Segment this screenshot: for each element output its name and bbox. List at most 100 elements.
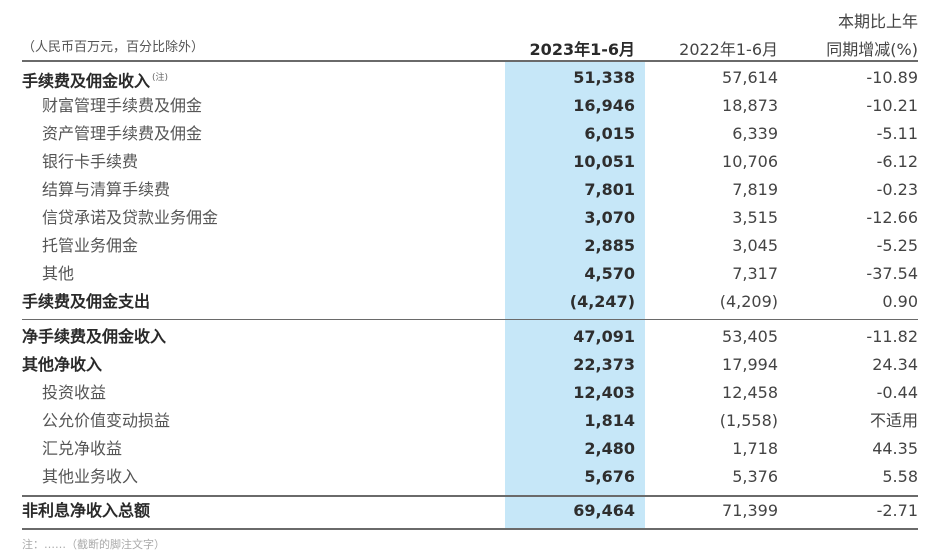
value-2023: 10,051 [573, 152, 635, 171]
total-top-rule [22, 495, 918, 497]
footnote-marker: (注) [152, 73, 169, 83]
table-row: 手续费及佣金支出 (4,247) (4,209) 0.90 [22, 288, 918, 316]
value-2023: 2,480 [584, 439, 635, 458]
row-label: 财富管理手续费及佣金 [42, 92, 202, 120]
change-pct: -11.82 [866, 327, 918, 346]
table-row: 结算与清算手续费 7,801 7,819 -0.23 [22, 176, 918, 204]
header-col3-line2: 同期增减(%) [826, 40, 918, 59]
value-2022: 3,515 [732, 208, 778, 227]
table-row: 其他 4,570 7,317 -37.54 [22, 260, 918, 288]
row-label: 银行卡手续费 [42, 148, 138, 176]
value-2023: 69,464 [573, 501, 635, 520]
value-2022: 10,706 [722, 152, 778, 171]
value-2022: 5,376 [732, 467, 778, 486]
value-2023: 4,570 [584, 264, 635, 283]
value-2023: 1,814 [584, 411, 635, 430]
table-row: 其他业务收入 5,676 5,376 5.58 [22, 463, 918, 491]
row-label-text: 财富管理手续费及佣金 [42, 96, 203, 115]
value-2022: 71,399 [722, 501, 778, 520]
row-label-text: 净手续费及佣金收入 [22, 327, 167, 346]
value-2023: 51,338 [573, 68, 635, 87]
row-label-text: 银行卡手续费 [42, 152, 139, 171]
value-2022: 17,994 [722, 355, 778, 374]
change-pct: -5.11 [876, 124, 918, 143]
row-label-text: 手续费及佣金支出 [22, 292, 151, 311]
row-label: 其他业务收入 [42, 463, 138, 491]
change-pct: -2.71 [876, 501, 918, 520]
value-2023: 2,885 [584, 236, 635, 255]
value-2023: 6,015 [584, 124, 635, 143]
row-label-text: 托管业务佣金 [42, 236, 139, 255]
value-2022: 18,873 [722, 96, 778, 115]
row-label-text: 公允价值变动损益 [42, 411, 171, 430]
table-row: 财富管理手续费及佣金 16,946 18,873 -10.21 [22, 92, 918, 120]
value-2023: 5,676 [584, 467, 635, 486]
value-2022: 57,614 [722, 68, 778, 87]
table-row: 投资收益 12,403 12,458 -0.44 [22, 379, 918, 407]
value-2023: 7,801 [584, 180, 635, 199]
row-label-text: 手续费及佣金收入 [22, 71, 151, 91]
value-2022: (1,558) [719, 411, 778, 430]
change-pct: -10.21 [866, 96, 918, 115]
row-label-text: 信贷承诺及贷款业务佣金 [42, 208, 219, 227]
table-row: 非利息净收入总额 69,464 71,399 -2.71 [22, 497, 918, 525]
header-col2: 2022年1-6月 [679, 40, 778, 59]
table-row: 净手续费及佣金收入 47,091 53,405 -11.82 [22, 323, 918, 351]
row-label: 手续费及佣金支出 [22, 288, 150, 316]
row-label-text: 非利息净收入总额 [22, 501, 151, 520]
change-pct: 44.35 [872, 439, 918, 458]
table-row: 手续费及佣金收入 (注) 51,338 57,614 -10.89 [22, 64, 918, 92]
value-2022: 6,339 [732, 124, 778, 143]
row-label: 手续费及佣金收入 (注) [22, 64, 168, 92]
change-pct: 0.90 [882, 292, 918, 311]
table-row: 信贷承诺及贷款业务佣金 3,070 3,515 -12.66 [22, 204, 918, 232]
table-row: 其他净收入 22,373 17,994 24.34 [22, 351, 918, 379]
row-label: 资产管理手续费及佣金 [42, 120, 202, 148]
row-label: 其他净收入 [22, 351, 102, 379]
value-2023: 16,946 [573, 96, 635, 115]
row-label-text: 资产管理手续费及佣金 [42, 124, 203, 143]
value-2022: 12,458 [722, 383, 778, 402]
change-pct: 5.58 [882, 467, 918, 486]
table-row: 公允价值变动损益 1,814 (1,558) 不适用 [22, 407, 918, 435]
value-2022: 3,045 [732, 236, 778, 255]
row-label-text: 汇兑净收益 [42, 439, 123, 458]
change-pct: -12.66 [866, 208, 918, 227]
value-2022: 7,819 [732, 180, 778, 199]
row-label: 结算与清算手续费 [42, 176, 170, 204]
row-label: 公允价值变动损益 [42, 407, 170, 435]
row-label-text: 投资收益 [42, 383, 107, 402]
value-2023: 22,373 [573, 355, 635, 374]
change-pct: -0.44 [876, 383, 918, 402]
change-pct: 不适用 [869, 411, 918, 430]
table-row: 资产管理手续费及佣金 6,015 6,339 -5.11 [22, 120, 918, 148]
header-col3-line1: 本期比上年 [837, 12, 918, 31]
unit-note: （人民币百万元，百分比除外） [22, 40, 205, 55]
table-row: 托管业务佣金 2,885 3,045 -5.25 [22, 232, 918, 260]
header-rule [22, 60, 918, 62]
row-label: 汇兑净收益 [42, 435, 122, 463]
row-label: 其他 [42, 260, 74, 288]
value-2023: 3,070 [584, 208, 635, 227]
row-label: 投资收益 [42, 379, 106, 407]
current-period-highlight [505, 60, 645, 530]
value-2023: 12,403 [573, 383, 635, 402]
table-row: 银行卡手续费 10,051 10,706 -6.12 [22, 148, 918, 176]
change-pct: -6.12 [876, 152, 918, 171]
row-label-text: 结算与清算手续费 [42, 180, 171, 199]
change-pct: -37.54 [866, 264, 918, 283]
row-label: 非利息净收入总额 [22, 497, 150, 525]
value-2022: (4,209) [719, 292, 778, 311]
change-pct: -5.25 [876, 236, 918, 255]
value-2022: 1,718 [732, 439, 778, 458]
value-2023: 47,091 [573, 327, 635, 346]
table-row: 汇兑净收益 2,480 1,718 44.35 [22, 435, 918, 463]
row-label: 信贷承诺及贷款业务佣金 [42, 204, 218, 232]
change-pct: 24.34 [872, 355, 918, 374]
footnote: 注：……（截断的脚注文字） [22, 538, 165, 551]
row-label-text: 其他净收入 [22, 355, 103, 374]
value-2022: 7,317 [732, 264, 778, 283]
header-col1: 2023年1-6月 [529, 40, 635, 59]
row-label: 托管业务佣金 [42, 232, 138, 260]
value-2023: (4,247) [569, 292, 635, 311]
